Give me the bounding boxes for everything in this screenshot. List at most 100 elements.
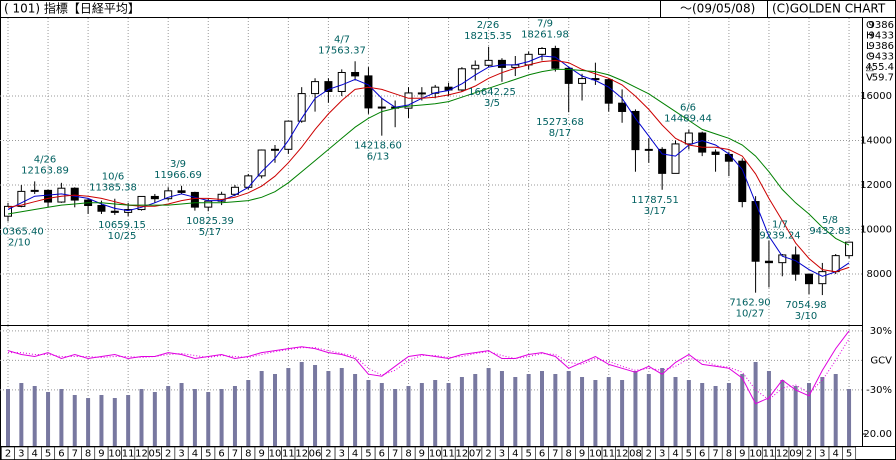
volume-bar [126, 395, 131, 446]
volume-bar [740, 374, 745, 446]
x-tick-label: 5 [205, 449, 211, 460]
candle-body [791, 254, 800, 275]
volume-bar [673, 377, 678, 446]
x-tick-label: 2 [646, 449, 652, 460]
x-tick-label: 10 [749, 449, 762, 460]
volume-bar [807, 383, 811, 446]
x-tick-label: 2 [165, 449, 171, 460]
annotation-value: 18215.35 [464, 31, 512, 42]
annotation-date: 7/9 [537, 19, 553, 30]
x-tick-label: 8 [405, 449, 411, 460]
annotation-date: 8/17 [549, 128, 571, 139]
date-range: ～(09/05/08) [680, 2, 755, 16]
y-tick-label: 16000 [860, 91, 892, 102]
candle-body [738, 160, 747, 203]
candle-body [4, 205, 12, 217]
volume-bar [19, 383, 24, 446]
annotation-value: 17563.37 [318, 45, 366, 56]
volume-bar [513, 377, 518, 446]
annotation-date: 2/26 [477, 20, 499, 31]
candle-body [457, 68, 466, 91]
x-tick-label: 5 [525, 449, 531, 460]
chart-title: ( 101) 指標【日経平均】 [4, 1, 140, 16]
y-tick-label: 30% [870, 326, 892, 337]
volume-bar [620, 380, 625, 446]
volume-bar [580, 377, 585, 446]
volume-bar [259, 371, 264, 446]
x-tick-label: 11 [282, 449, 295, 460]
volume-bar [847, 389, 852, 446]
annotation-date: 6/6 [680, 103, 696, 114]
summary-label: V [866, 73, 873, 84]
summary-value: 9433 [869, 31, 894, 42]
x-tick-label: 06 [309, 449, 322, 460]
x-tick-label: 3 [339, 449, 345, 460]
candle-body [97, 204, 106, 212]
source: (C)GOLDEN CHART [772, 2, 886, 16]
volume-bar [366, 380, 371, 446]
volume-bar [313, 365, 318, 446]
x-tick-label: 07 [469, 449, 482, 460]
annotation-value: 15273.68 [536, 117, 584, 128]
x-tick-label: 8 [85, 449, 91, 460]
x-tick-label: 11 [122, 449, 135, 460]
volume-bar [780, 380, 785, 446]
x-tick-label: 2 [485, 449, 491, 460]
candle-body [671, 143, 680, 174]
annotation-date: 3/5 [484, 98, 500, 109]
y2-tick-label: 20.00 [863, 429, 892, 440]
y-tick-label: 12000 [860, 180, 892, 191]
x-tick-label: 4 [32, 449, 38, 460]
x-tick-label: 5 [846, 449, 852, 460]
x-tick-label: 8 [245, 449, 251, 460]
candle-body [257, 149, 266, 177]
annotation-date: 1/7 [772, 219, 788, 230]
x-tick-label: 7 [72, 449, 78, 460]
annotation-value: 7162.90 [729, 298, 770, 309]
x-tick-label: 10 [589, 449, 602, 460]
candle-body [404, 92, 413, 109]
annotation-date: 10/6 [102, 172, 124, 183]
volume-bar [32, 386, 37, 446]
x-tick-label: 12 [135, 449, 148, 460]
volume-bar [766, 371, 771, 446]
x-tick-label: 10 [269, 449, 282, 460]
annotation-value: 18261.98 [521, 30, 569, 41]
candle-body [110, 210, 119, 213]
volume-bar [446, 383, 451, 446]
y-tick-label: -30% [866, 385, 892, 396]
x-tick-label: 9 [739, 449, 745, 460]
x-tick-label: 4 [833, 449, 839, 460]
summary-label: H [866, 31, 874, 42]
summary-value: 9386 [869, 41, 894, 52]
volume-bar [526, 374, 531, 446]
candle-body [177, 190, 186, 193]
annotation-value: 9432.83 [809, 226, 850, 237]
volume-bar [179, 383, 184, 446]
candle-body [831, 255, 840, 273]
candle-body [271, 148, 279, 151]
x-tick-label: 12 [456, 449, 469, 460]
x-tick-label: 5 [365, 449, 371, 460]
volume-bar [99, 395, 104, 446]
volume-bar [713, 386, 718, 446]
volume-bar [166, 386, 171, 446]
volume-bar [459, 377, 464, 446]
x-tick-label: 9 [419, 449, 425, 460]
annotation-value: 7054.98 [785, 300, 826, 311]
x-tick-label: 3 [499, 449, 505, 460]
volume-bar [486, 368, 491, 446]
summary-label: C [866, 52, 873, 63]
x-tick-label: 11 [442, 449, 455, 460]
y-tick-label: GCV [870, 355, 892, 366]
candle-body [311, 81, 320, 95]
annotation-value: 11787.51 [631, 195, 679, 206]
candle-body [137, 195, 146, 211]
x-tick-label: 4 [512, 449, 518, 460]
summary-value: 9386 [869, 20, 894, 31]
annotation-value: 11385.38 [89, 183, 137, 194]
x-tick-label: 6 [218, 449, 224, 460]
volume-bar [72, 395, 77, 446]
